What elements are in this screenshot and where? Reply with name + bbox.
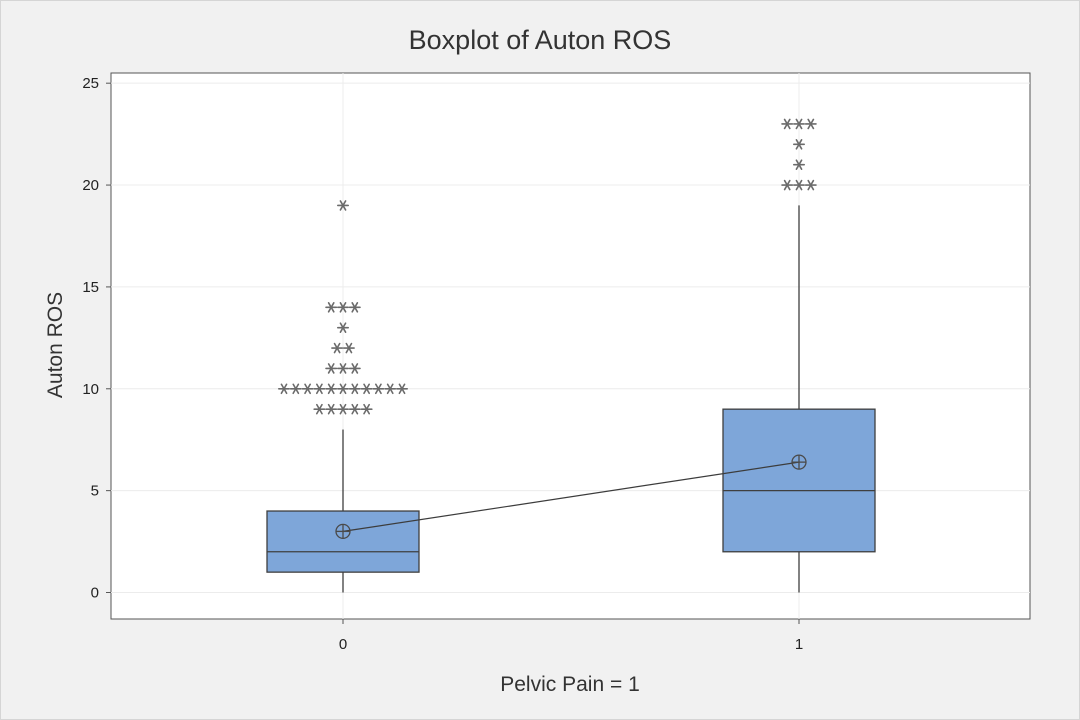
outlier-point <box>336 403 350 415</box>
mean-symbol <box>791 454 807 470</box>
outlier-point <box>360 403 373 415</box>
outlier-stroke <box>363 403 371 415</box>
outlier-point <box>804 179 817 191</box>
outlier-point <box>372 383 385 395</box>
y-tick-label: 25 <box>82 75 99 92</box>
outlier-stroke <box>304 383 312 395</box>
y-tick-label: 5 <box>91 483 99 500</box>
outlier-stroke <box>327 301 335 313</box>
outlier-stroke <box>280 383 288 395</box>
outlier-point <box>336 322 350 333</box>
outlier-point <box>331 342 344 354</box>
outlier-stroke <box>386 383 394 395</box>
outlier-point <box>336 200 350 211</box>
outlier-point <box>781 118 794 130</box>
outlier-point <box>336 301 350 313</box>
outlier-stroke <box>807 179 815 191</box>
outlier-stroke <box>795 118 803 130</box>
outlier-point <box>289 383 302 395</box>
outlier-stroke <box>327 363 335 374</box>
y-axis-label: Auton ROS <box>44 292 67 398</box>
outlier-stroke <box>345 342 353 354</box>
outlier-point <box>395 383 409 395</box>
outlier-stroke <box>783 118 791 130</box>
outlier-point <box>325 301 338 313</box>
outlier-stroke <box>315 403 323 415</box>
outlier-point <box>384 383 397 395</box>
outlier-stroke <box>315 383 323 395</box>
outlier-stroke <box>351 301 359 313</box>
mean-connect-line <box>342 461 800 532</box>
y-tick-label: 10 <box>82 381 99 398</box>
outlier-stroke <box>783 179 791 191</box>
y-tick-label: 20 <box>82 177 99 194</box>
outlier-point <box>792 159 806 170</box>
outlier-point <box>792 118 806 130</box>
outliers <box>277 118 817 415</box>
outlier-point <box>325 383 338 395</box>
outlier-stroke <box>339 322 347 333</box>
y-tick-label: 15 <box>82 279 99 296</box>
outlier-stroke <box>795 159 803 170</box>
outlier-point <box>313 403 326 415</box>
outlier-stroke <box>339 200 347 211</box>
outlier-stroke <box>339 363 347 374</box>
outlier-point <box>792 139 806 150</box>
outlier-point <box>348 383 361 395</box>
outlier-point <box>360 383 373 395</box>
outlier-stroke <box>339 403 347 415</box>
x-tick-label: 0 <box>339 636 347 653</box>
box-group <box>266 429 420 593</box>
x-axis-label: Pelvic Pain = 1 <box>500 673 640 696</box>
outlier-stroke <box>363 383 371 395</box>
outlier-stroke <box>339 301 347 313</box>
outlier-point <box>325 363 338 374</box>
chart-title: Boxplot of Auton ROS <box>409 25 672 55</box>
outlier-point <box>348 301 361 313</box>
outlier-stroke <box>795 139 803 150</box>
outlier-stroke <box>351 363 359 374</box>
gridlines <box>111 73 1030 619</box>
outlier-point <box>336 363 350 374</box>
outlier-stroke <box>327 403 335 415</box>
outlier-point <box>277 383 291 395</box>
outlier-point <box>301 383 314 395</box>
outlier-point <box>336 383 350 395</box>
outlier-stroke <box>398 383 406 395</box>
mean-symbol <box>335 523 351 540</box>
outlier-stroke <box>351 403 359 415</box>
outlier-stroke <box>374 383 382 395</box>
outlier-point <box>781 179 794 191</box>
outlier-stroke <box>339 383 347 395</box>
outlier-point <box>792 179 806 191</box>
mean-connect <box>335 454 807 540</box>
boxes <box>266 205 876 593</box>
outlier-stroke <box>292 383 300 395</box>
outlier-stroke <box>327 383 335 395</box>
x-tick-label: 1 <box>795 636 803 653</box>
y-axis-ticks: 0 5 10 15 20 25 <box>82 75 111 602</box>
box <box>266 510 420 573</box>
outlier-stroke <box>333 342 341 354</box>
outlier-point <box>804 118 817 130</box>
outlier-stroke <box>795 179 803 191</box>
box-group <box>722 205 876 593</box>
outlier-point <box>348 403 361 415</box>
outlier-point <box>325 403 338 415</box>
outlier-stroke <box>807 118 815 130</box>
outlier-stroke <box>351 383 359 395</box>
outlier-point <box>348 363 361 374</box>
y-tick-label: 0 <box>91 585 99 602</box>
plot-area <box>110 72 1031 620</box>
box <box>722 408 876 553</box>
outlier-point <box>342 342 355 354</box>
outlier-point <box>313 383 326 395</box>
